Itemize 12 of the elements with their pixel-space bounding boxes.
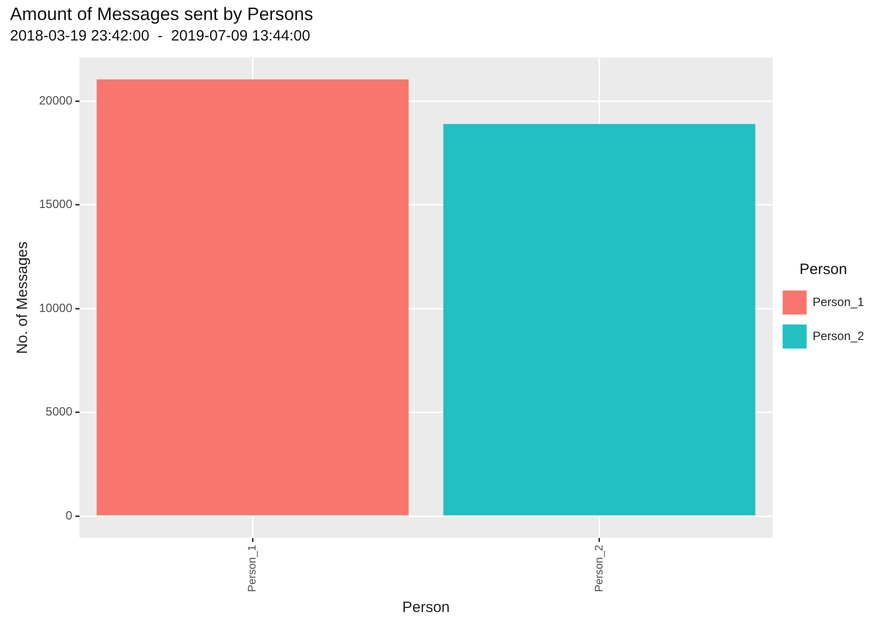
y-tick-label: 10000 — [38, 300, 73, 315]
x-axis-title: Person — [402, 599, 450, 616]
chart-title: Amount of Messages sent by Persons — [10, 4, 314, 24]
y-axis-title: No. of Messages — [14, 241, 32, 354]
y-tick-label: 5000 — [46, 404, 73, 419]
y-tick-label: 0 — [66, 508, 73, 522]
chart-subtitle: 2018-03-19 23:42:00 - 2019-07-09 13:44:00 — [10, 28, 310, 45]
legend-label: Person_1 — [812, 294, 864, 309]
legend-title: Person — [800, 261, 848, 278]
y-tick-label: 20000 — [38, 93, 73, 108]
y-tick-label: 15000 — [38, 197, 73, 212]
legend-label: Person_2 — [812, 328, 864, 343]
